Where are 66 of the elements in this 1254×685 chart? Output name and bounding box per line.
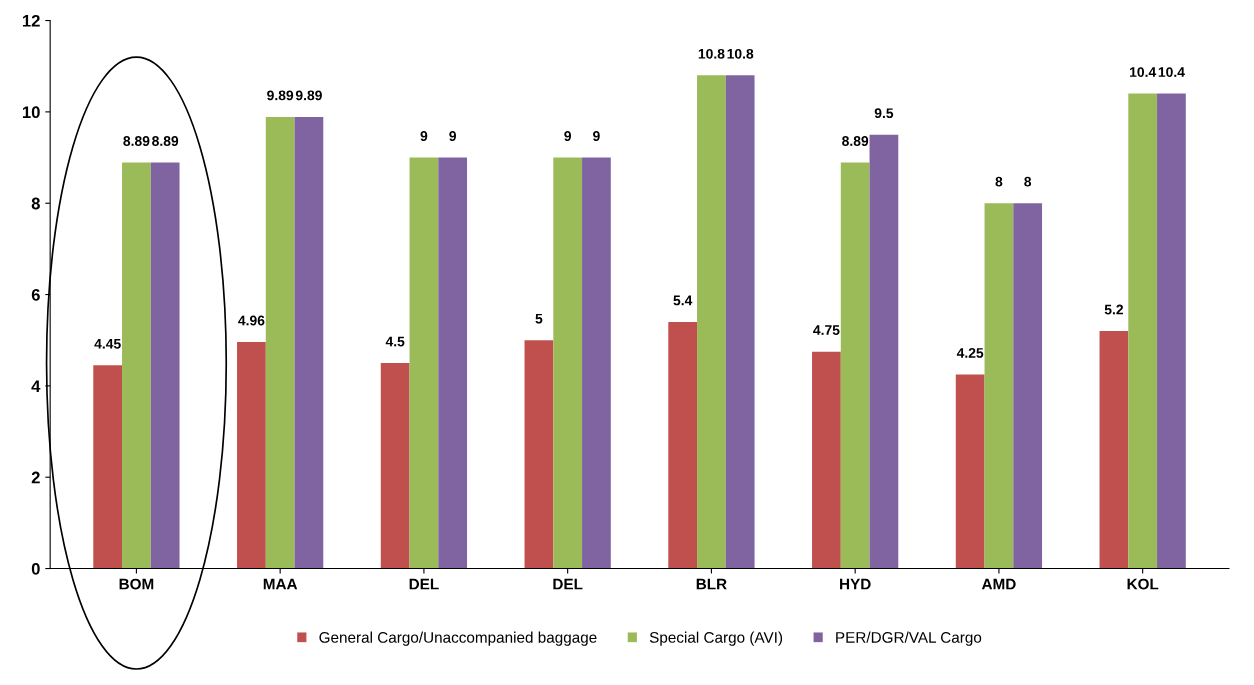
y-tick-label: 0 xyxy=(31,562,40,575)
bar xyxy=(697,75,726,569)
bar xyxy=(668,321,698,569)
data-label: 9.5 xyxy=(874,108,894,119)
bar xyxy=(294,116,324,569)
data-label: 8 xyxy=(1024,176,1032,187)
data-label: 8.89 xyxy=(152,136,179,146)
bar xyxy=(1157,93,1186,569)
data-label: 8.89 xyxy=(842,136,869,146)
data-label: 4.45 xyxy=(94,339,121,349)
x-tick-label: AMD xyxy=(981,578,1016,590)
bar xyxy=(553,157,583,569)
bar xyxy=(725,75,755,569)
data-label: 4.96 xyxy=(238,315,265,326)
data-label: 4.25 xyxy=(956,348,984,358)
y-tick-label: 2 xyxy=(31,471,40,484)
data-label: 10.4 xyxy=(1158,67,1185,77)
data-label: 4.75 xyxy=(813,325,840,335)
data-label: 10.8 xyxy=(727,48,754,59)
bar xyxy=(409,157,439,569)
x-tick-label: BOM xyxy=(119,578,154,590)
data-label: 9.89 xyxy=(267,90,294,101)
data-label: 8.89 xyxy=(123,136,150,146)
y-tick-label: 12 xyxy=(22,14,40,27)
data-label: 9 xyxy=(593,131,600,141)
legend-label: Special Cargo (AVI) xyxy=(649,631,783,646)
bar xyxy=(840,162,870,569)
x-tick-label: DEL xyxy=(553,578,583,590)
y-tick-label: 10 xyxy=(22,106,40,119)
y-tick-label: 8 xyxy=(31,197,40,210)
bar xyxy=(582,157,611,569)
bar xyxy=(955,374,985,569)
bar xyxy=(438,157,468,569)
data-label: 10.4 xyxy=(1130,67,1157,77)
data-label: 9 xyxy=(420,131,428,141)
data-label: 5.4 xyxy=(673,295,693,306)
bar xyxy=(1128,93,1158,569)
bar xyxy=(150,162,180,569)
bar xyxy=(380,363,410,569)
data-label: 9 xyxy=(449,131,457,141)
bar xyxy=(1099,331,1129,569)
legend-label: General Cargo/Unaccompanied baggage xyxy=(319,631,597,646)
bar xyxy=(812,351,841,569)
bar xyxy=(869,134,899,569)
legend-label: PER/DGR/VAL Cargo xyxy=(836,631,982,646)
data-label: 9.89 xyxy=(295,90,322,101)
bar xyxy=(93,365,123,569)
x-tick-label: MAA xyxy=(263,578,298,590)
bar xyxy=(524,340,554,569)
bar xyxy=(122,162,151,569)
bar xyxy=(984,203,1014,569)
data-label: 8 xyxy=(995,176,1003,187)
x-tick-label: BLR xyxy=(696,578,727,590)
y-tick-label: 4 xyxy=(31,380,41,392)
bar xyxy=(1013,203,1043,569)
bar xyxy=(237,342,266,569)
y-tick-label: 6 xyxy=(31,288,40,301)
data-label: 4.5 xyxy=(385,336,405,347)
data-label: 5 xyxy=(535,313,543,324)
data-label: 9 xyxy=(564,131,572,141)
data-label: 10.8 xyxy=(698,48,725,59)
x-tick-label: DEL xyxy=(409,578,439,590)
bar xyxy=(265,116,295,569)
x-tick-label: KOL xyxy=(1127,578,1159,590)
data-label: 5.2 xyxy=(1104,304,1124,315)
x-tick-label: HYD xyxy=(840,578,871,590)
